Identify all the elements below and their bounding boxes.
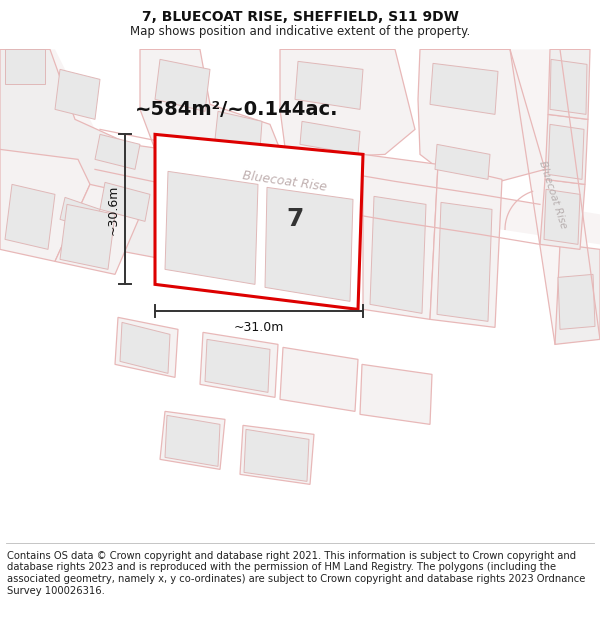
Text: 7: 7 (286, 208, 304, 231)
Text: ~30.6m: ~30.6m (107, 184, 120, 234)
Polygon shape (55, 184, 148, 274)
Text: Map shows position and indicative extent of the property.: Map shows position and indicative extent… (130, 24, 470, 38)
Polygon shape (165, 171, 258, 284)
Polygon shape (240, 426, 314, 484)
Polygon shape (165, 416, 220, 466)
Polygon shape (544, 189, 580, 244)
Polygon shape (155, 134, 363, 309)
Polygon shape (510, 49, 600, 344)
Polygon shape (370, 196, 426, 313)
Polygon shape (60, 204, 115, 269)
Text: Bluecoat Rise: Bluecoat Rise (538, 159, 569, 229)
Polygon shape (205, 339, 270, 392)
Text: ~584m²/~0.144ac.: ~584m²/~0.144ac. (135, 100, 338, 119)
Polygon shape (418, 49, 545, 181)
Polygon shape (60, 198, 100, 229)
Polygon shape (265, 188, 353, 301)
Polygon shape (555, 244, 600, 344)
Polygon shape (155, 59, 210, 111)
Polygon shape (244, 429, 309, 481)
Polygon shape (140, 49, 280, 164)
Polygon shape (437, 202, 492, 321)
Text: 7, BLUECOAT RISE, SHEFFIELD, S11 9DW: 7, BLUECOAT RISE, SHEFFIELD, S11 9DW (142, 9, 458, 24)
Polygon shape (545, 114, 588, 184)
Polygon shape (200, 332, 278, 398)
Polygon shape (55, 69, 100, 119)
Polygon shape (280, 49, 415, 158)
Polygon shape (430, 164, 502, 328)
Polygon shape (95, 134, 140, 169)
Text: Bluecoat Rise: Bluecoat Rise (242, 169, 328, 194)
Polygon shape (550, 59, 587, 114)
Polygon shape (0, 149, 90, 261)
Polygon shape (100, 182, 150, 221)
Polygon shape (215, 111, 262, 149)
Polygon shape (548, 49, 590, 119)
Polygon shape (548, 124, 584, 179)
Polygon shape (295, 61, 363, 109)
Polygon shape (363, 154, 438, 319)
Polygon shape (0, 49, 175, 259)
Polygon shape (558, 274, 595, 329)
Polygon shape (160, 411, 225, 469)
Polygon shape (120, 322, 170, 373)
Polygon shape (0, 49, 130, 209)
Text: ~31.0m: ~31.0m (234, 321, 284, 334)
Polygon shape (5, 184, 55, 249)
Polygon shape (300, 121, 360, 154)
Polygon shape (435, 144, 490, 179)
Polygon shape (115, 318, 178, 378)
Polygon shape (5, 49, 45, 84)
Polygon shape (360, 364, 432, 424)
Polygon shape (430, 63, 498, 114)
Polygon shape (0, 124, 600, 244)
Polygon shape (540, 179, 585, 249)
Text: Contains OS data © Crown copyright and database right 2021. This information is : Contains OS data © Crown copyright and d… (7, 551, 586, 596)
Polygon shape (280, 348, 358, 411)
